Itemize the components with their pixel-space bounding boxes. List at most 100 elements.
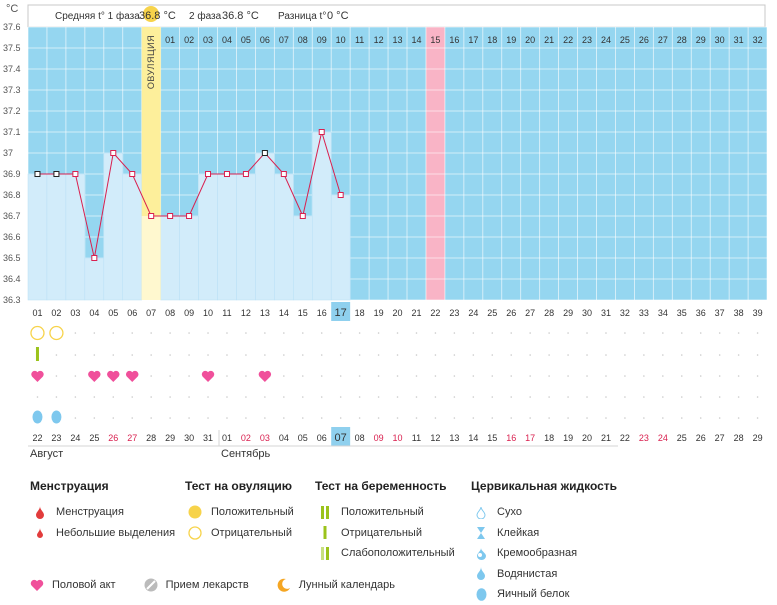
legend-item: Половой акт xyxy=(30,578,116,592)
egg-white-icon xyxy=(476,588,486,602)
grid-dot xyxy=(93,332,96,334)
watery-icon xyxy=(477,567,485,581)
grid-dot xyxy=(453,354,456,356)
grid-dot xyxy=(150,396,152,398)
grid-dot xyxy=(207,417,209,419)
cycle-day-label: 09 xyxy=(184,308,194,318)
grid-dot xyxy=(718,396,721,398)
grid-dot xyxy=(699,417,702,419)
grid-dot xyxy=(510,417,513,419)
temperature-point xyxy=(242,171,249,177)
expected-period-column xyxy=(425,27,445,300)
grid-dot xyxy=(339,332,342,334)
phase2-day-label: 32 xyxy=(753,35,763,45)
calendar-date-label: 24 xyxy=(658,433,668,443)
temperature-bar xyxy=(330,194,351,301)
temperature-point xyxy=(167,213,174,219)
grid-dot xyxy=(283,417,285,419)
grid-dot xyxy=(529,396,531,398)
grid-dot xyxy=(377,396,380,398)
grid-dot xyxy=(150,354,152,356)
y-tick-label: 36.7 xyxy=(3,211,21,221)
grid-dot xyxy=(624,375,626,377)
grid-dot xyxy=(680,375,683,377)
grid-dot xyxy=(169,332,171,334)
calendar-date-label: 26 xyxy=(108,433,118,443)
phase2-avg-value: 36.8 °C xyxy=(222,10,259,22)
y-tick-label: 36.3 xyxy=(3,295,21,305)
grid-dot xyxy=(756,417,759,419)
grid-dot xyxy=(662,375,664,377)
calendar-date-label: 02 xyxy=(241,433,251,443)
grid-dot xyxy=(548,375,550,377)
legend-label: Яичный белок xyxy=(497,588,570,601)
phase2-avg-label: 2 фаза xyxy=(189,10,222,22)
grid-dot xyxy=(453,417,456,419)
calendar-date-label: 23 xyxy=(639,433,649,443)
temperature-point xyxy=(72,171,79,177)
calendar-date-label: 28 xyxy=(734,433,744,443)
header-ovulation-dot xyxy=(143,6,159,22)
cycle-day-label: 03 xyxy=(70,308,80,318)
calendar-date-label: 13 xyxy=(449,433,459,443)
calendar-date-label: 25 xyxy=(89,433,99,443)
grid-dot xyxy=(112,417,115,419)
grid-dot xyxy=(320,332,323,334)
grid-dot xyxy=(320,396,323,398)
temperature-bar xyxy=(65,173,86,301)
phase2-day-label: 03 xyxy=(203,35,213,45)
cycle-day-label: 25 xyxy=(487,308,497,318)
legend-label: Отрицательный xyxy=(341,526,422,539)
legend-item: Сухо xyxy=(471,502,617,523)
dry-icon xyxy=(476,506,486,519)
grid-dot xyxy=(358,354,361,356)
phase2-day-label: 07 xyxy=(279,35,289,45)
phase2-day-label: 08 xyxy=(298,35,308,45)
current-date-highlight xyxy=(331,427,351,446)
grid-dot xyxy=(226,375,228,377)
heart-icon xyxy=(88,370,101,382)
pregnancy-weak-icon xyxy=(321,546,329,560)
phase2-day-label: 22 xyxy=(563,35,573,45)
cycle-day-label: 22 xyxy=(430,308,440,318)
grid-dot xyxy=(55,375,58,377)
grid-dot xyxy=(74,396,77,398)
grid-dot xyxy=(624,417,626,419)
y-tick-label: 37.4 xyxy=(3,64,21,74)
grid-dot xyxy=(320,354,323,356)
legend-fluid-title: Цервикальная жидкость xyxy=(471,479,618,493)
phase2-day-label: 11 xyxy=(355,35,364,45)
phase2-day-label: 02 xyxy=(184,35,194,45)
grid-dot xyxy=(529,332,531,334)
grid-dot xyxy=(264,332,266,334)
grid-dot xyxy=(548,332,550,334)
legend-label: Половой акт xyxy=(52,579,116,591)
pill-icon xyxy=(144,578,158,592)
grid-dot xyxy=(150,375,152,377)
temperature-point xyxy=(34,171,41,177)
grid-dot xyxy=(548,396,550,398)
grid-dot xyxy=(245,396,247,398)
grid-dot xyxy=(301,417,304,419)
temperature-point xyxy=(280,171,287,177)
calendar-date-label: 05 xyxy=(298,433,308,443)
calendar-date-label: 21 xyxy=(601,433,611,443)
grid-dot xyxy=(680,354,683,356)
grid-dot xyxy=(396,332,399,334)
cycle-day-label: 23 xyxy=(449,308,459,318)
phase2-day-label: 09 xyxy=(317,35,327,45)
moon-icon xyxy=(277,578,290,592)
grid-dot xyxy=(74,354,77,356)
temperature-bar xyxy=(217,173,237,301)
legend-item: Прием лекарств xyxy=(144,578,249,592)
grid-dot xyxy=(207,354,209,356)
y-tick-label: 37.3 xyxy=(3,85,21,95)
grid-dot xyxy=(396,396,399,398)
phase2-day-label: 18 xyxy=(487,35,497,45)
heart-icon xyxy=(31,370,44,382)
grid-dot xyxy=(131,417,134,419)
cycle-day-label: 28 xyxy=(544,308,554,318)
grid-dot xyxy=(472,354,475,356)
heart-icon xyxy=(258,370,272,382)
cycle-day-label: 31 xyxy=(601,308,611,318)
